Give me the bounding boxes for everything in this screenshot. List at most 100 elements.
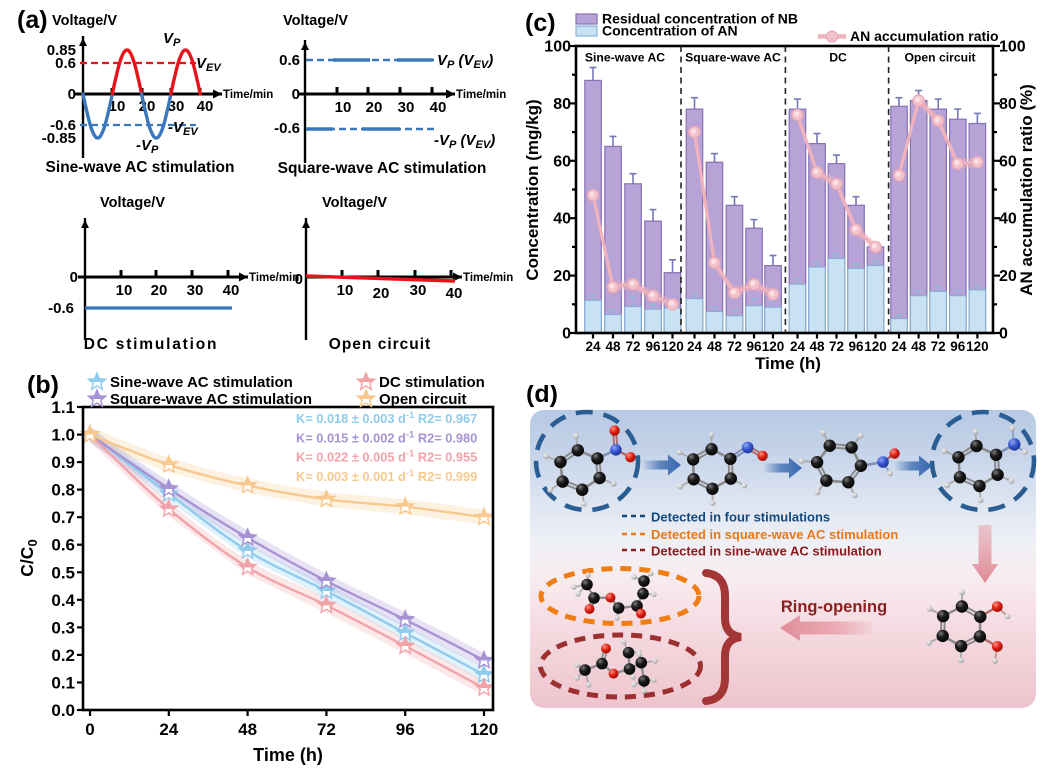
- svg-text:20: 20: [151, 282, 168, 299]
- svg-text:24: 24: [790, 339, 806, 354]
- svg-text:(a): (a): [17, 6, 48, 34]
- svg-text:40: 40: [430, 99, 447, 116]
- svg-text:K= 0.022 ± 0.005 d-1 R2= 0.95: K= 0.022 ± 0.005 d-1 R2= 0.955: [296, 449, 477, 465]
- svg-text:72: 72: [625, 339, 640, 354]
- svg-text:0.0: 0.0: [51, 701, 75, 720]
- svg-text:0: 0: [562, 326, 571, 343]
- svg-text:24: 24: [159, 720, 178, 739]
- svg-text:Voltage/V: Voltage/V: [283, 13, 348, 29]
- svg-text:Detected in sine-wave AC stimu: Detected in sine-wave AC stimulation: [651, 544, 882, 559]
- svg-text:0.6: 0.6: [51, 536, 75, 555]
- svg-text:96: 96: [746, 339, 762, 354]
- svg-text:0.3: 0.3: [51, 618, 75, 637]
- svg-text:48: 48: [707, 339, 723, 354]
- svg-text:0.6: 0.6: [55, 55, 76, 72]
- svg-text:K= 0.015 ± 0.002 d-1 R2= 0.98: K= 0.015 ± 0.002 d-1 R2= 0.980: [296, 429, 477, 445]
- svg-text:0.5: 0.5: [51, 563, 75, 582]
- svg-text:72: 72: [931, 339, 946, 354]
- svg-text:DC: DC: [829, 51, 847, 65]
- svg-text:Concentration of AN: Concentration of AN: [602, 23, 738, 39]
- svg-text:0: 0: [292, 86, 300, 103]
- svg-text:K= 0.003 ± 0.001 d-1 R2= 0.99: K= 0.003 ± 0.001 d-1 R2= 0.999: [296, 468, 477, 484]
- svg-text:Square-wave AC: Square-wave AC: [685, 51, 781, 65]
- svg-text:-VP: -VP: [136, 137, 159, 156]
- svg-text:-0.6: -0.6: [48, 300, 74, 317]
- svg-text:30: 30: [398, 99, 415, 116]
- svg-text:Time/min: Time/min: [463, 272, 513, 284]
- svg-text:Open circuit: Open circuit: [379, 391, 467, 408]
- svg-text:10: 10: [335, 99, 352, 116]
- svg-text:VEV: VEV: [196, 55, 222, 74]
- svg-text:96: 96: [396, 720, 415, 739]
- svg-text:Detected in four stimulations: Detected in four stimulations: [651, 510, 830, 525]
- svg-text:-0.6: -0.6: [274, 120, 300, 137]
- svg-text:60: 60: [553, 153, 571, 170]
- svg-text:0.9: 0.9: [51, 453, 75, 472]
- svg-text:Time (h): Time (h): [755, 354, 821, 373]
- svg-text:72: 72: [317, 720, 336, 739]
- svg-text:Time/min: Time/min: [456, 89, 506, 101]
- svg-text:120: 120: [661, 339, 684, 354]
- svg-text:Time/min: Time/min: [249, 272, 299, 284]
- svg-text:Voltage/V: Voltage/V: [100, 195, 165, 211]
- svg-text:Voltage/V: Voltage/V: [52, 13, 117, 29]
- svg-text:Ring-opening: Ring-opening: [781, 598, 887, 616]
- svg-text:0: 0: [295, 271, 303, 288]
- svg-text:96: 96: [848, 339, 864, 354]
- svg-text:40: 40: [553, 211, 571, 228]
- svg-text:120: 120: [966, 339, 989, 354]
- svg-text:20: 20: [999, 268, 1017, 285]
- svg-text:Square-wave AC stimulation: Square-wave AC stimulation: [110, 391, 312, 408]
- svg-text:120: 120: [864, 339, 887, 354]
- svg-text:Concentration (mg/kg): Concentration (mg/kg): [523, 99, 542, 280]
- svg-text:120: 120: [470, 720, 498, 739]
- svg-text:0.1: 0.1: [51, 674, 75, 693]
- svg-text:40: 40: [446, 285, 463, 302]
- svg-text:96: 96: [645, 339, 661, 354]
- svg-text:20: 20: [366, 99, 383, 116]
- svg-text:20: 20: [553, 268, 571, 285]
- svg-text:48: 48: [605, 339, 621, 354]
- svg-text:10: 10: [116, 282, 133, 299]
- svg-text:0: 0: [85, 720, 94, 739]
- svg-text:48: 48: [809, 339, 825, 354]
- svg-text:(c): (c): [525, 9, 556, 37]
- svg-text:24: 24: [585, 339, 601, 354]
- svg-text:30: 30: [187, 282, 204, 299]
- svg-text:0.6: 0.6: [279, 52, 300, 69]
- svg-text:(b): (b): [27, 371, 59, 399]
- svg-text:10: 10: [337, 282, 354, 299]
- svg-text:AN accumulation ratio (%): AN accumulation ratio (%): [1017, 84, 1036, 296]
- svg-text:VP: VP: [163, 30, 181, 49]
- svg-text:Voltage/V: Voltage/V: [322, 195, 387, 211]
- svg-text:24: 24: [687, 339, 703, 354]
- svg-text:100: 100: [999, 39, 1026, 56]
- svg-text:Time/min: Time/min: [223, 89, 273, 101]
- svg-text:20: 20: [373, 285, 390, 302]
- svg-text:AN accumulation ratio: AN accumulation ratio: [850, 28, 999, 44]
- svg-text:0.8: 0.8: [51, 481, 75, 500]
- svg-text:-VP (VEV): -VP (VEV): [434, 132, 495, 151]
- svg-text:DC stimulation: DC stimulation: [379, 374, 485, 391]
- svg-text:0.2: 0.2: [51, 646, 75, 665]
- svg-text:Open circuit: Open circuit: [904, 51, 975, 65]
- svg-text:48: 48: [238, 720, 257, 739]
- svg-text:(d): (d): [526, 385, 558, 408]
- svg-text:60: 60: [999, 153, 1017, 170]
- svg-text:Square-wave AC stimulation: Square-wave AC stimulation: [278, 160, 487, 177]
- svg-text:72: 72: [829, 339, 844, 354]
- svg-text:-VEV: -VEV: [168, 119, 199, 138]
- svg-text:Time (h): Time (h): [253, 745, 323, 765]
- svg-text:40: 40: [999, 211, 1017, 228]
- svg-text:80: 80: [553, 96, 571, 113]
- svg-text:Sine-wave AC stimulation: Sine-wave AC stimulation: [110, 374, 293, 391]
- svg-text:0: 0: [68, 86, 76, 103]
- svg-text:DC stimulation: DC stimulation: [84, 336, 219, 353]
- svg-text:120: 120: [762, 339, 785, 354]
- svg-text:30: 30: [410, 282, 427, 299]
- svg-text:-0.85: -0.85: [42, 130, 76, 147]
- svg-text:0: 0: [70, 269, 78, 286]
- svg-text:K= 0.018 ± 0.003 d-1 R2= 0.96: K= 0.018 ± 0.003 d-1 R2= 0.967: [296, 410, 477, 426]
- svg-text:C/C0: C/C0: [17, 539, 40, 576]
- svg-text:1.0: 1.0: [51, 426, 75, 445]
